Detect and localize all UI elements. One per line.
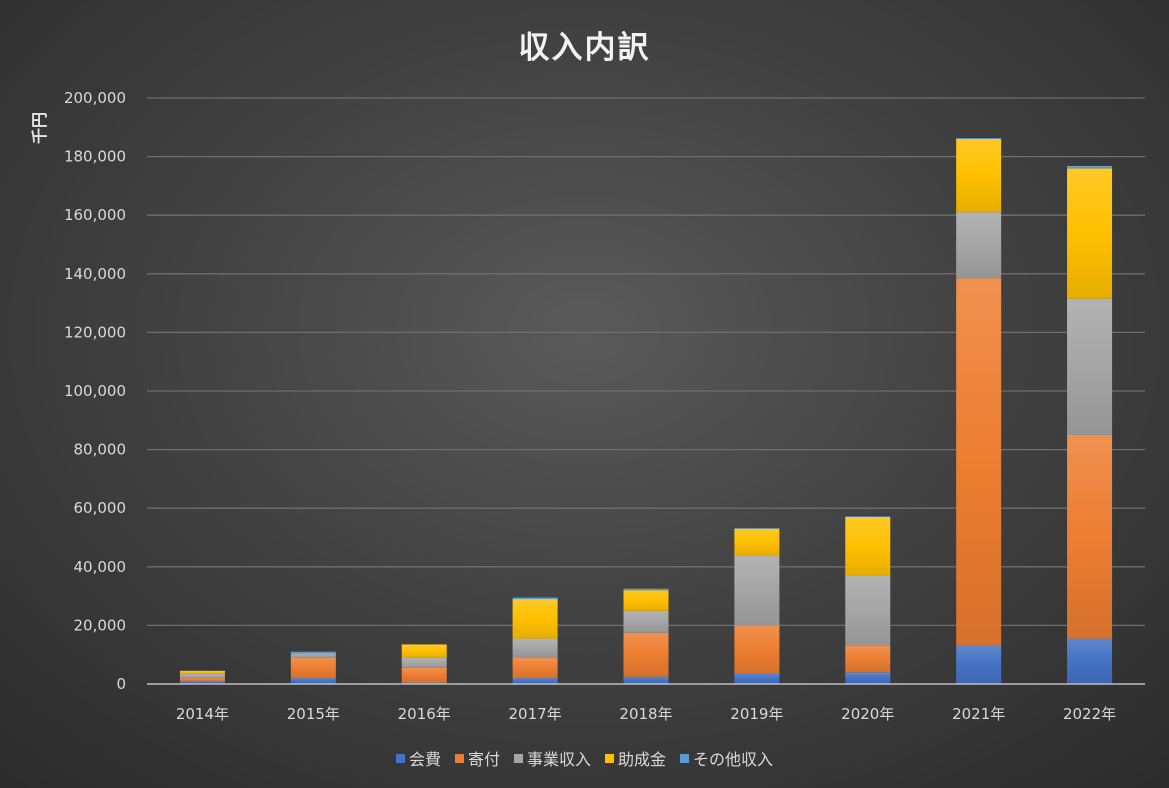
bar-segment	[734, 528, 780, 529]
x-tick-label: 2018年	[619, 705, 672, 723]
legend-label: 事業収入	[526, 750, 591, 769]
y-tick-label: 40,000	[74, 558, 127, 576]
legend-swatch	[454, 753, 464, 763]
bar-segment	[956, 212, 1002, 279]
bar-segment	[956, 278, 1002, 646]
bar-segment	[956, 139, 1002, 213]
bar-segment	[290, 657, 336, 679]
bar-segment	[845, 645, 891, 673]
y-tick-label: 0	[116, 675, 126, 693]
bar-segment	[845, 516, 891, 518]
bar-segment	[1067, 434, 1113, 639]
bar-segment	[179, 673, 225, 679]
x-tick-label: 2019年	[730, 705, 783, 723]
bar-segment	[956, 645, 1002, 684]
bar-segment	[290, 653, 336, 658]
y-tick-label: 100,000	[64, 382, 126, 400]
legend-item: その他収入	[680, 746, 773, 770]
legend-item: 寄付	[454, 746, 500, 770]
legend-label: その他収入	[693, 750, 774, 769]
bar-segment	[623, 590, 669, 611]
legend-item: 助成金	[605, 746, 666, 770]
bar-segment	[512, 657, 558, 679]
bar-segment	[1067, 298, 1113, 435]
bar-segment	[179, 678, 225, 682]
bar-segment	[1067, 165, 1113, 169]
legend-swatch	[513, 753, 523, 763]
legend-item: 事業収入	[513, 746, 591, 770]
y-tick-label: 60,000	[74, 499, 127, 517]
bar-segment	[623, 676, 669, 684]
bar-segment	[401, 657, 447, 668]
bar-segment	[512, 678, 558, 684]
legend: 会費 寄付 事業収入 助成金 その他収入	[0, 746, 1169, 770]
bar-segment	[623, 610, 669, 633]
legend-label: 寄付	[467, 750, 500, 769]
bar-segment	[401, 644, 447, 658]
y-tick-label: 160,000	[64, 206, 126, 224]
bar-segment	[179, 681, 225, 684]
bar-segment	[734, 528, 780, 556]
legend-swatch	[605, 753, 614, 763]
bar-segment	[1067, 168, 1113, 299]
bar-segment	[734, 673, 780, 684]
y-tick-label: 80,000	[74, 441, 127, 459]
legend-item: 会費	[395, 746, 441, 770]
bar-segment	[845, 575, 891, 646]
bar-segment	[623, 632, 669, 677]
y-tick-label: 20,000	[74, 616, 127, 634]
legend-swatch	[680, 753, 690, 763]
x-tick-label: 2020年	[841, 705, 894, 723]
bar-segment	[512, 638, 558, 658]
bar-segment	[290, 678, 336, 684]
bar-segment	[512, 599, 558, 639]
y-tick-label: 140,000	[64, 265, 126, 283]
x-tick-label: 2021年	[952, 705, 1005, 723]
x-tick-label: 2014年	[176, 705, 229, 723]
x-tick-label: 2016年	[398, 705, 451, 723]
bar-segment	[512, 597, 558, 600]
bar-segment	[179, 670, 225, 674]
bar-segment	[401, 667, 447, 683]
y-tick-label: 120,000	[64, 323, 126, 341]
legend-label: 助成金	[618, 750, 667, 769]
bar-segment	[845, 516, 891, 576]
bar-segment	[734, 555, 780, 626]
bar-segment	[956, 138, 1002, 140]
bar-segment	[734, 625, 780, 674]
bar-segment	[290, 651, 336, 654]
y-tick-label: 200,000	[64, 89, 126, 107]
bar-segment	[1067, 638, 1113, 684]
y-tick-label: 180,000	[64, 148, 126, 166]
legend-label: 会費	[408, 750, 441, 769]
legend-swatch	[395, 753, 405, 763]
x-tick-label: 2015年	[287, 705, 340, 723]
bar-segment	[845, 672, 891, 684]
chart-title: 収入内訳	[518, 30, 651, 66]
x-tick-label: 2022年	[1063, 705, 1116, 723]
x-tick-label: 2017年	[509, 705, 562, 723]
bar-segment	[623, 588, 669, 591]
